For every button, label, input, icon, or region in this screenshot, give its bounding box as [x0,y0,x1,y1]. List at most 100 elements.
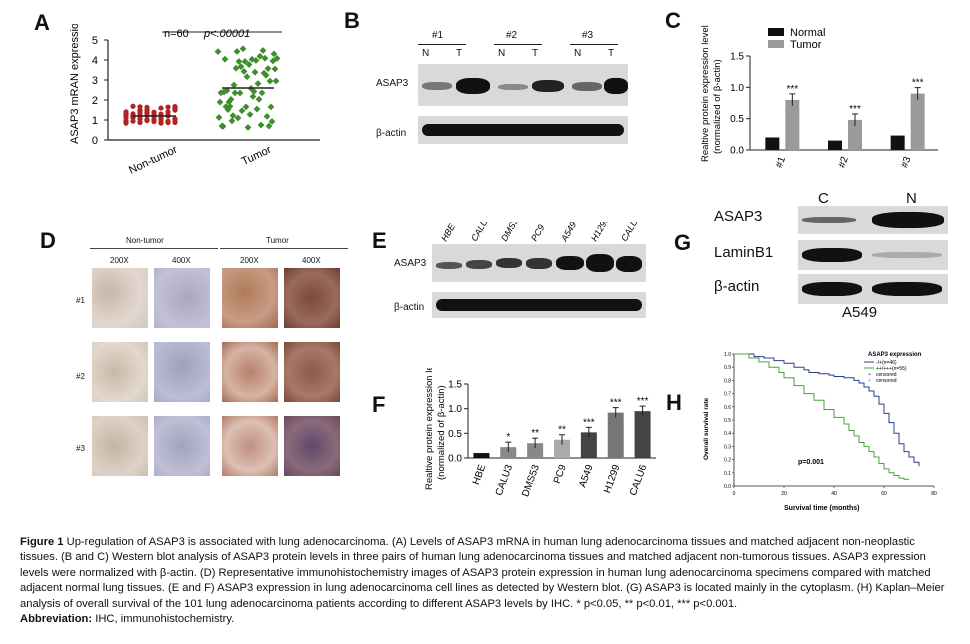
panel-d-mag-2: 400X [172,256,191,265]
panel-a-point-nontumor [123,120,129,126]
panel-a-point-nontumor [172,119,178,125]
panel-e-lane-label: DMS53 [499,222,523,243]
panel-d-mag-1: 200X [110,256,129,265]
panel-g-laminb1-strip [798,240,948,270]
panel-a-point-nontumor [165,109,171,115]
panel-f-xtick-label: PC9 [552,463,569,485]
panel-a-pvalue: p<.00001 [203,28,250,40]
panel-a-point-tumor [240,68,248,75]
panel-a-point-nontumor [123,110,129,116]
panel-h-xtick-label: 60 [881,491,887,497]
panel-h-ytick-label: 0.4 [724,431,731,437]
panel-a-point-tumor [266,77,274,85]
panel-a-point-tumor [265,122,273,130]
panel-h-xtick-label: 40 [831,491,837,497]
panel-h-legend-title: ASAP3 expression [868,352,922,358]
panel-h-legend-4: censored [876,378,897,384]
panel-a-point-tumor [255,95,263,103]
panel-f-bar [527,443,544,458]
panel-f-ytick-label: 0.0 [448,454,462,465]
panel-e-lane-label: A549 [559,222,579,244]
panel-a-point-nontumor [158,117,164,123]
panel-a-point-nontumor [144,117,150,123]
panel-a-point-tumor [239,45,247,53]
panel-e-row-asap3: ASAP3 [394,258,427,269]
caption-fig-label: Figure 1 [20,536,64,548]
panel-e-lane-labels: HBE CALU3 DMS53 PC9 A549 H1299 CALU6Z [439,222,645,244]
ihc-image-r2c4 [284,342,340,402]
panel-a-point-tumor [245,61,253,68]
panel-f-xtick-label: CALU3 [494,463,516,497]
panel-a-point-nontumor [137,119,143,126]
panel-a-point-tumor [223,87,231,94]
ihc-image-r1c1 [92,268,148,328]
panel-a-cat-nontumor: Non-tumor [127,144,179,177]
panel-c-bar [828,140,842,150]
panel-a-point-tumor [233,48,241,55]
panel-b-group-2: #2 [506,30,518,41]
panel-a-point-tumor [246,111,254,118]
panel-a-ytick-label: 4 [92,55,98,67]
panel-f-significance: *** [583,417,595,428]
panel-d-mag-4: 400X [302,256,321,265]
panel-a-point-tumor [259,47,267,54]
panel-b-row-asap3: ASAP3 [376,78,409,89]
panel-f-bar [473,453,490,458]
panel-a-point-tumor [229,112,237,120]
panel-a-ytick-label: 3 [92,75,98,87]
panel-b-group-3: #3 [582,30,594,41]
panel-h-ytick-label: 0.7 [724,392,731,398]
panel-a-point-tumor [250,88,258,95]
caption-abbrev-text: IHC, immunohistochemistry. [95,613,235,626]
panel-a-cat-tumor: Tumor [240,144,274,168]
panel-a-ytick-label: 2 [92,95,98,107]
panel-label-f: F [372,392,386,417]
panel-label-g: G [674,230,692,255]
panel-a-ylabel: ASAP3 mRAN expression level [69,24,81,144]
panel-e-asap3-strip [432,244,646,282]
panel-f-significance: ** [531,428,539,439]
panel-f-bar [634,411,651,458]
panel-a-point-nontumor [123,115,129,121]
panel-d-ihc: Non-tumor Tumor 200X 400X 200X 400X #1 #… [70,236,350,496]
panel-h-km-line-2 [734,353,909,480]
panel-a-point-tumor [228,117,236,125]
legend-tumor: Tumor [790,39,822,51]
panel-a-point-tumor [215,114,223,121]
panel-d-row-3: #3 [76,444,85,453]
panel-label-e: E [372,228,387,253]
panel-h-legend-4-mark: + [868,378,871,384]
panel-g-asap3-strip [798,206,948,234]
panel-f-ylabel-2: (normalized of β-actin) [436,385,447,480]
panel-f-ytick-label: 1.5 [448,380,462,391]
panel-f-ytick-label: 1.0 [448,404,462,415]
panel-a-point-tumor [256,52,264,60]
panel-a-n: n=60 [164,28,189,40]
panel-c-bar [785,99,800,150]
panel-b-asap3-strip [418,64,628,106]
panel-d-row-2: #2 [76,372,85,381]
panel-f-xtick-label: CALU6 [628,463,650,497]
panel-b-lane-5: N [574,48,582,59]
panel-h-ytick-label: 1.0 [724,352,731,358]
panel-g-row-laminb1: LaminB1 [714,244,774,261]
panel-a-point-tumor [268,118,276,125]
legend-swatch-tumor [768,40,784,48]
caption-body: Up-regulation of ASAP3 is associated wit… [20,536,945,610]
panel-b-lane-2: T [456,48,463,59]
panel-h-legend-3-mark: + [868,372,871,378]
panel-b-group-1: #1 [432,30,444,41]
panel-c-bar [890,135,905,150]
panel-a-point-tumor [273,55,281,62]
panel-e-lane-label: HBE [439,222,457,243]
panel-h-ytick-label: 0.1 [724,471,731,477]
panel-c-bar [848,119,862,150]
panel-a-point-tumor [219,122,227,130]
panel-f-xtick-label: H1299 [602,463,623,495]
ihc-image-r2c3 [222,342,278,402]
panel-h-xtick-label: 0 [733,491,736,497]
panel-a-point-tumor [261,54,269,62]
ihc-image-r3c2 [154,416,210,476]
panel-a-point-tumor [251,68,259,76]
panel-a-point-tumor [272,77,280,85]
